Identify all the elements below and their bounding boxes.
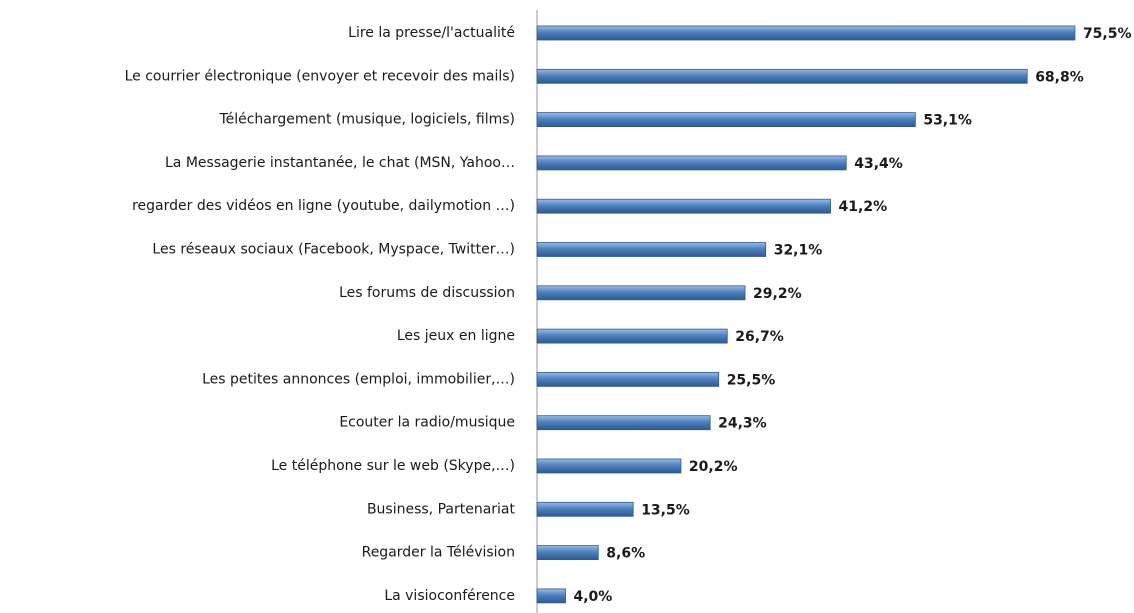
category-label: La visioconférence: [384, 588, 515, 604]
bar: [536, 112, 916, 127]
category-label: Regarder la Télévision: [362, 545, 515, 561]
bar: [536, 155, 847, 171]
category-label: Le téléphone sur le web (Skype,…): [271, 458, 515, 474]
bar: [536, 458, 682, 474]
category-label: La Messagerie instantanée, le chat (MSN,…: [165, 155, 515, 171]
value-label: 41,2%: [839, 199, 888, 215]
value-label: 20,2%: [689, 459, 738, 475]
value-label: 4,0%: [574, 589, 613, 605]
bar: [536, 371, 720, 387]
value-label: 8,6%: [606, 546, 645, 562]
value-label: 32,1%: [774, 243, 823, 259]
category-label: Téléchargement (musique, logiciels, film…: [218, 112, 515, 128]
category-label: Lire la presse/l'actualité: [348, 25, 515, 41]
bar: [536, 242, 767, 257]
bar: [536, 198, 831, 214]
value-label: 13,5%: [641, 502, 690, 518]
category-label: regarder des vidéos en ligne (youtube, d…: [132, 198, 515, 214]
category-label: Ecouter la radio/musique: [339, 415, 515, 431]
bar: [536, 415, 711, 431]
bar: [536, 25, 1076, 41]
category-label: Business, Partenariat: [367, 501, 516, 517]
bar: [536, 328, 728, 344]
bar: [536, 588, 566, 604]
value-label: 53,1%: [923, 113, 972, 129]
bar: [536, 501, 634, 517]
value-label: 29,2%: [753, 286, 802, 302]
value-label: 25,5%: [727, 372, 776, 388]
category-label: Les jeux en ligne: [397, 328, 515, 344]
category-label: Les forums de discussion: [339, 285, 515, 301]
value-label: 24,3%: [718, 416, 767, 432]
value-label: 75,5%: [1083, 26, 1132, 42]
value-label: 43,4%: [854, 156, 903, 172]
category-label: Les petites annonces (emploi, immobilier…: [202, 371, 515, 387]
bar: [536, 68, 1028, 84]
category-label: Le courrier électronique (envoyer et rec…: [125, 68, 515, 84]
value-label: 68,8%: [1035, 69, 1084, 85]
category-label: Les réseaux sociaux (Facebook, Myspace, …: [152, 242, 515, 258]
bar: [536, 545, 599, 560]
bar: [536, 285, 746, 301]
value-label: 26,7%: [735, 329, 784, 345]
